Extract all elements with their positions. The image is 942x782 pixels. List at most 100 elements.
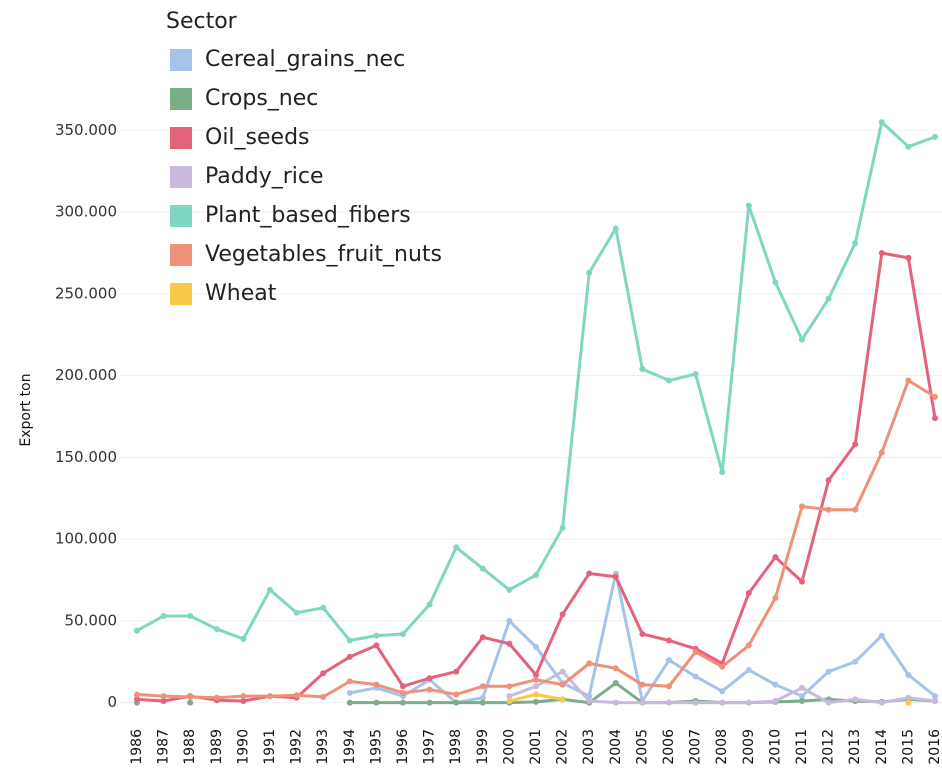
data-point	[400, 630, 406, 637]
legend-label: Plant_based_fibers	[205, 203, 411, 228]
data-point	[213, 626, 220, 633]
data-point	[799, 693, 805, 700]
y-tick-label: 100.000	[55, 530, 117, 548]
data-point	[852, 240, 859, 247]
data-point	[479, 634, 486, 641]
legend-title: Sector	[166, 9, 238, 34]
data-point	[533, 572, 539, 579]
data-point	[719, 663, 726, 670]
data-point	[346, 678, 353, 685]
data-point	[400, 689, 406, 696]
y-tick-label: 200.000	[55, 366, 117, 384]
x-tick-label: 1998	[448, 729, 464, 765]
x-tick-label: 1988	[182, 729, 198, 765]
data-point	[533, 683, 539, 690]
x-tick-label: 2001	[528, 729, 544, 765]
data-point	[453, 691, 460, 698]
data-point	[506, 586, 513, 593]
legend-label: Paddy_rice	[205, 164, 324, 189]
x-tick-label: 1997	[422, 729, 438, 765]
legend-label: Cereal_grains_nec	[205, 47, 405, 72]
data-point	[878, 119, 885, 126]
data-point	[559, 696, 566, 703]
plot-area: 0 50.000 100.000 150.000 200.000 250.000 300.0…	[55, 119, 942, 765]
data-point	[852, 658, 859, 665]
y-tick-label: 0	[107, 693, 117, 711]
data-point	[639, 630, 646, 637]
data-point	[426, 675, 433, 682]
data-point	[905, 699, 912, 706]
x-tick-label: 2009	[741, 729, 757, 765]
data-point	[745, 590, 752, 597]
data-point	[559, 524, 566, 531]
x-tick-label: 1993	[315, 729, 331, 765]
x-tick-label: 1992	[289, 729, 305, 765]
data-point	[905, 694, 912, 701]
y-tick-label: 150.000	[55, 448, 117, 466]
data-point	[799, 336, 805, 343]
data-point	[825, 295, 832, 302]
data-point	[479, 699, 486, 706]
data-point	[666, 683, 672, 690]
legend-label: Oil_seeds	[205, 125, 310, 150]
data-point	[320, 693, 327, 700]
data-point	[293, 692, 300, 699]
data-point	[559, 611, 566, 618]
data-point	[160, 698, 167, 705]
legend-swatch	[170, 244, 192, 266]
data-point	[719, 688, 726, 695]
y-axis-label: Export ton	[18, 373, 34, 446]
data-point	[346, 653, 353, 660]
data-point	[719, 699, 726, 706]
x-tick-label: 1999	[475, 729, 491, 765]
data-point	[825, 668, 832, 675]
data-point	[612, 680, 619, 687]
data-point	[878, 632, 885, 639]
legend-swatch	[170, 205, 192, 227]
x-tick-label: 2012	[821, 729, 837, 765]
data-point	[479, 565, 486, 572]
data-point	[905, 377, 912, 384]
data-point	[400, 683, 406, 690]
data-point	[267, 586, 273, 593]
data-point	[852, 441, 859, 448]
x-tick-label: 2006	[661, 729, 677, 765]
data-point	[453, 699, 460, 706]
legend-swatch	[170, 127, 192, 149]
data-point	[373, 632, 380, 639]
data-point	[799, 684, 805, 691]
x-tick-label: 2003	[581, 729, 597, 765]
data-point	[506, 683, 513, 690]
data-point	[772, 698, 779, 705]
data-point	[533, 691, 539, 698]
data-point	[666, 657, 672, 664]
data-point	[533, 671, 539, 678]
x-tick-label: 2013	[847, 729, 863, 765]
data-point	[506, 698, 513, 705]
data-point	[293, 609, 300, 616]
x-tick-label: 2010	[767, 729, 783, 765]
data-point	[187, 699, 194, 706]
data-point	[692, 648, 699, 655]
data-point	[878, 699, 885, 706]
data-point	[639, 699, 646, 706]
y-tick-label: 250.000	[55, 284, 117, 302]
y-tick-label: 50.000	[65, 611, 118, 629]
data-point	[373, 642, 380, 649]
data-point	[134, 691, 140, 698]
x-tick-label: 2002	[555, 729, 571, 765]
data-point	[586, 570, 593, 577]
data-point	[453, 544, 460, 551]
data-point	[932, 393, 938, 400]
data-point	[852, 506, 859, 513]
legend-label: Wheat	[205, 281, 277, 306]
legend-label: Vegetables_fruit_nuts	[205, 242, 442, 267]
data-point	[745, 202, 752, 209]
data-point	[320, 670, 327, 677]
data-point	[666, 377, 672, 384]
x-tick-label: 1996	[395, 729, 411, 765]
data-point	[160, 612, 167, 619]
x-tick-label: 2000	[501, 729, 517, 765]
data-point	[772, 681, 779, 688]
